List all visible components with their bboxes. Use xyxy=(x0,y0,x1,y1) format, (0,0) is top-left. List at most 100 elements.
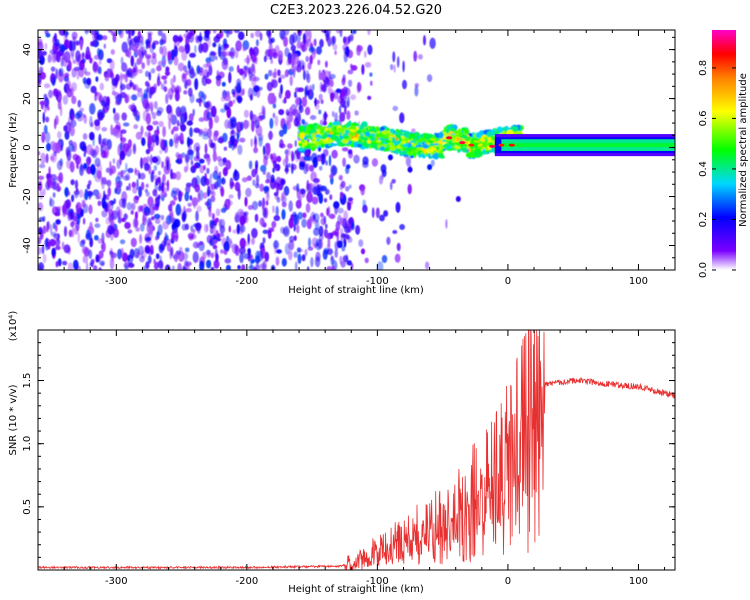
noise-blob xyxy=(171,187,179,194)
noise-blob xyxy=(38,38,43,46)
noise-blob xyxy=(83,163,88,170)
noise-blob xyxy=(345,46,350,57)
noise-blob xyxy=(67,262,74,270)
noise-blob xyxy=(185,163,189,171)
noise-blob xyxy=(346,110,350,118)
noise-blob xyxy=(305,69,310,81)
noise-blob xyxy=(70,119,77,128)
noise-blob xyxy=(319,81,323,93)
noise-blob xyxy=(104,73,110,82)
noise-blob xyxy=(392,105,399,112)
signal-blob xyxy=(339,142,346,147)
noise-blob xyxy=(121,198,127,209)
noise-blob xyxy=(172,126,179,132)
noise-blob xyxy=(42,111,45,124)
noise-blob xyxy=(280,84,283,95)
noise-blob xyxy=(164,139,168,148)
noise-blob xyxy=(177,109,183,119)
colorbar: 0.0 0.2 0.4 0.6 0.8 Normalized spectral ampl… xyxy=(698,30,749,278)
noise-blob xyxy=(178,153,183,161)
noise-blob xyxy=(51,247,56,257)
noise-blob xyxy=(128,30,131,39)
noise-blob xyxy=(262,170,266,175)
noise-blob xyxy=(39,265,43,270)
noise-blob xyxy=(85,261,89,270)
signal-core-blob xyxy=(320,131,326,134)
noise-blob xyxy=(126,186,129,191)
noise-blob xyxy=(320,153,326,165)
signal-blob xyxy=(305,126,311,133)
noise-blob xyxy=(314,256,321,268)
noise-blob xyxy=(251,228,258,239)
signal-blob xyxy=(379,146,385,151)
noise-blob xyxy=(348,79,353,88)
noise-blob xyxy=(132,67,137,74)
noise-blob xyxy=(287,163,291,168)
noise-blob xyxy=(248,160,253,170)
noise-blob xyxy=(322,120,328,126)
noise-blob xyxy=(194,45,197,54)
noise-blob xyxy=(98,66,102,75)
noise-blob xyxy=(131,202,136,211)
signal-core-blob xyxy=(349,129,355,133)
noise-blob xyxy=(356,81,361,94)
signal-core-blob xyxy=(338,128,344,133)
noise-blob xyxy=(113,198,116,205)
noise-blob xyxy=(155,253,160,260)
noise-blob xyxy=(63,73,70,78)
noise-blob xyxy=(197,35,203,42)
noise-blob xyxy=(243,211,249,216)
noise-blob xyxy=(199,260,205,270)
noise-blob xyxy=(364,257,369,264)
detached-blob xyxy=(407,166,413,173)
noise-blob xyxy=(184,109,188,121)
noise-blob xyxy=(276,183,279,195)
noise-blob xyxy=(101,138,106,145)
noise-blob xyxy=(239,239,244,248)
noise-blob xyxy=(76,213,81,225)
signal-core-blob xyxy=(433,143,439,146)
noise-blob xyxy=(304,248,308,257)
detached-blob xyxy=(455,195,461,202)
noise-blob xyxy=(407,183,412,195)
noise-blob xyxy=(299,59,305,70)
noise-blob xyxy=(133,35,141,43)
noise-blob xyxy=(82,133,88,140)
snr-y-tick-label: 0.5 xyxy=(22,499,33,515)
noise-blob xyxy=(94,145,100,156)
noise-blob xyxy=(233,30,240,33)
noise-blob xyxy=(239,224,246,233)
noise-blob xyxy=(288,111,294,123)
noise-blob xyxy=(386,236,391,245)
noise-blob xyxy=(276,196,281,203)
noise-blob xyxy=(281,209,286,220)
noise-blob xyxy=(145,149,151,155)
noise-blob xyxy=(301,254,306,262)
noise-blob xyxy=(273,68,277,79)
noise-blob xyxy=(227,111,231,118)
noise-blob xyxy=(45,116,50,123)
signal-core-blob xyxy=(384,139,391,144)
noise-blob xyxy=(309,115,317,120)
noise-blob xyxy=(392,51,396,63)
noise-blob xyxy=(131,94,138,101)
noise-blob xyxy=(89,131,95,141)
signal-peak-blob xyxy=(498,143,505,147)
snr-y-tick-label: 1.0 xyxy=(22,436,33,452)
noise-blob xyxy=(266,171,271,182)
noise-blob xyxy=(423,35,426,46)
noise-blob xyxy=(164,264,171,270)
noise-blob xyxy=(237,31,245,41)
signal-core-blob xyxy=(392,136,396,142)
noise-blob xyxy=(289,75,293,87)
noise-blob xyxy=(132,83,139,91)
signal-blob xyxy=(450,128,456,132)
noise-blob xyxy=(334,241,339,251)
noise-blob xyxy=(209,50,216,63)
noise-blob xyxy=(77,116,84,122)
noise-blob xyxy=(189,68,195,79)
noise-blob xyxy=(200,91,206,104)
noise-blob xyxy=(95,76,99,82)
noise-blob xyxy=(350,222,355,231)
noise-blob xyxy=(62,260,68,266)
